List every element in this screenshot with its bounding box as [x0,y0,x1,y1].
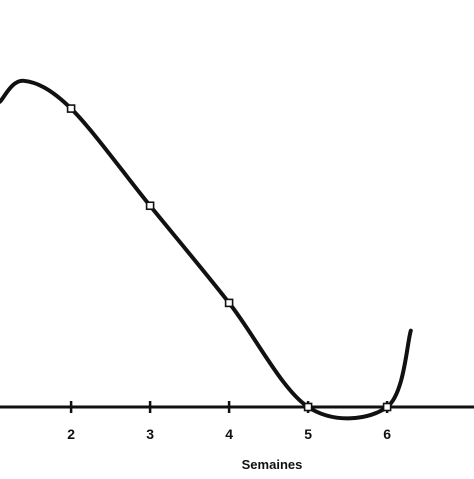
x-tick-label: 4 [225,426,233,442]
series-line [0,78,413,421]
data-markers [66,104,392,412]
x-tick-label: 6 [383,426,391,442]
series [0,78,413,421]
data-point-marker [66,104,76,113]
x-tick-label: 3 [146,426,154,442]
x-axis-title: Semaines [242,457,303,472]
data-point-marker [145,201,155,211]
x-tick-label: 2 [67,426,75,442]
x-tick-label: 5 [304,426,312,442]
data-point-marker [224,298,234,308]
data-point-marker [303,402,313,412]
data-point-marker [382,402,392,412]
